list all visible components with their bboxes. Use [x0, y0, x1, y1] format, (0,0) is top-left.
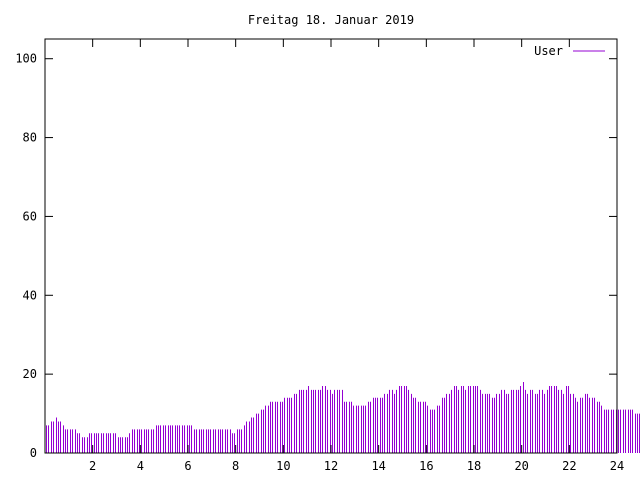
legend: User — [534, 44, 605, 58]
x-tick-label: 14 — [371, 459, 385, 473]
plot-frame — [44, 38, 618, 454]
bars-group — [46, 382, 640, 453]
chart-title: Freitag 18. Januar 2019 — [248, 13, 414, 27]
x-tick-label: 10 — [276, 459, 290, 473]
x-tick-label: 20 — [514, 459, 528, 473]
x-tick-label: 6 — [184, 459, 191, 473]
y-tick-label: 40 — [23, 288, 37, 302]
x-tick-label: 4 — [137, 459, 144, 473]
x-tick-label: 2 — [89, 459, 96, 473]
y-tick-label: 20 — [23, 367, 37, 381]
y-tick-label: 100 — [15, 52, 37, 66]
x-tick-label: 16 — [419, 459, 433, 473]
legend-label: User — [534, 44, 563, 58]
x-tick-label: 8 — [232, 459, 239, 473]
y-tick-label: 80 — [23, 131, 37, 145]
x-tick-label: 22 — [562, 459, 576, 473]
x-tick-label: 18 — [467, 459, 481, 473]
x-tick-label: 24 — [610, 459, 624, 473]
x-axis: 2 4 6 8 10 12 14 16 18 20 22 24 — [89, 39, 624, 473]
y-tick-label: 0 — [30, 446, 37, 460]
y-axis: 0 20 40 60 80 100 — [15, 52, 617, 460]
y-tick-label: 60 — [23, 209, 37, 223]
x-tick-label: 12 — [324, 459, 338, 473]
